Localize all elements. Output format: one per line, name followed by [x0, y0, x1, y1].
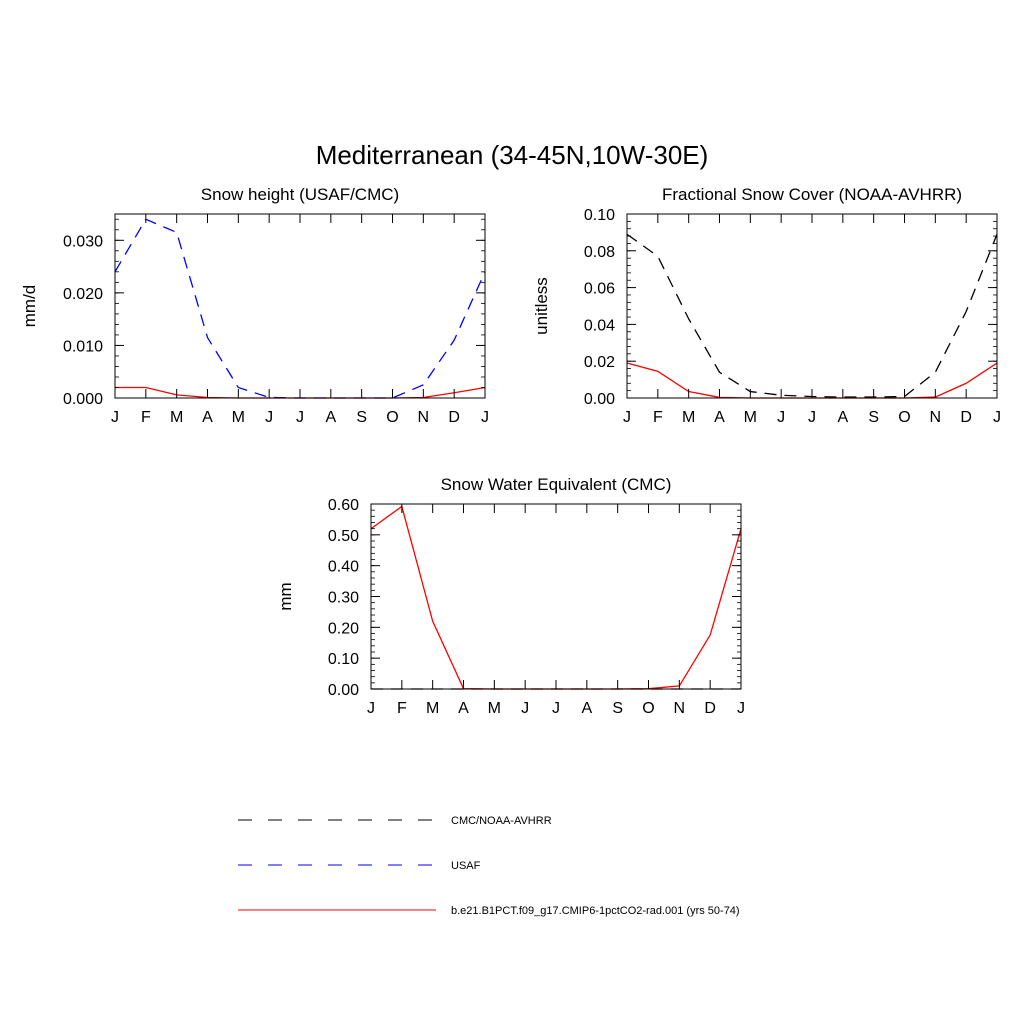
series-line-2 [370, 505, 742, 690]
x-tick-label: J [777, 409, 785, 426]
y-tick-label: 0.06 [584, 281, 615, 298]
x-tick-label: M [488, 700, 501, 717]
x-tick-label: A [837, 409, 848, 426]
figure-title: Mediterranean (34-45N,10W-30E) [316, 140, 709, 170]
x-tick-label: A [714, 409, 725, 426]
y-axis-label: mm/d [20, 285, 39, 328]
y-tick-label: 0.030 [63, 233, 103, 250]
x-tick-label: N [930, 409, 942, 426]
x-tick-label: J [993, 409, 1001, 426]
x-tick-label: J [265, 409, 273, 426]
x-tick-label: M [170, 409, 183, 426]
legend: CMC/NOAA-AVHRR USAF b.e21.B1PCT.f09_g17.CM… [238, 815, 740, 917]
chart-title: Snow Water Equivalent (CMC) [441, 475, 672, 494]
x-tick-label: F [397, 700, 407, 717]
y-tick-label: 0.60 [328, 497, 359, 514]
x-tick-label: J [737, 700, 745, 717]
y-tick-label: 0.00 [584, 391, 615, 408]
legend-label-2: USAF [451, 860, 481, 872]
y-tick-label: 0.20 [328, 620, 359, 637]
y-tick-label: 0.10 [584, 207, 615, 224]
x-tick-label: N [674, 700, 686, 717]
y-tick-label: 0.020 [63, 286, 103, 303]
x-tick-label: M [426, 700, 439, 717]
chart-panel-3: Snow Water Equivalent (CMC) mm J F M A M J J A S O N… [276, 475, 745, 717]
legend-label-1: CMC/NOAA-AVHRR [451, 815, 552, 827]
legend-label-3: b.e21.B1PCT.f09_g17.CMIP6-1pctCO2-rad.00… [451, 905, 740, 917]
x-tick-label: S [612, 700, 623, 717]
x-tick-label: M [232, 409, 245, 426]
y-tick-label: 0.04 [584, 317, 615, 334]
x-tick-label: J [111, 409, 119, 426]
x-tick-label: A [202, 409, 213, 426]
x-tick-label: S [356, 409, 367, 426]
x-tick-label: J [367, 700, 375, 717]
x-tick-label: D [704, 700, 716, 717]
y-tick-label: 0.02 [584, 354, 615, 371]
x-tick-label: N [418, 409, 430, 426]
y-tick-label: 0.00 [328, 682, 359, 699]
x-tick-label: S [868, 409, 879, 426]
x-tick-label: F [653, 409, 663, 426]
y-tick-label: 0.10 [328, 651, 359, 668]
x-tick-label: J [481, 409, 489, 426]
x-tick-label: J [521, 700, 529, 717]
y-axis-label: unitless [532, 277, 551, 335]
y-tick-label: 0.30 [328, 590, 359, 607]
chart-title: Fractional Snow Cover (NOAA-AVHRR) [662, 185, 962, 204]
x-tick-label: D [448, 409, 460, 426]
y-axis-label: mm [276, 582, 295, 610]
y-tick-label: 0.50 [328, 528, 359, 545]
x-tick-label: O [642, 700, 654, 717]
chart-title: Snow height (USAF/CMC) [201, 185, 399, 204]
plot-frame [114, 213, 486, 399]
x-tick-label: D [960, 409, 972, 426]
x-tick-label: O [386, 409, 398, 426]
y-tick-label: 0.40 [328, 559, 359, 576]
x-tick-label: F [141, 409, 151, 426]
chart-panels: Snow height (USAF/CMC)mm/dJ F M A M J J A S O N D J0… [20, 185, 1001, 717]
series-line-1 [626, 233, 998, 398]
x-tick-label: A [581, 700, 592, 717]
plot-frame [626, 213, 998, 399]
x-tick-label: J [808, 409, 816, 426]
x-tick-label: J [552, 700, 560, 717]
y-tick-label: 0.010 [63, 338, 103, 355]
x-tick-label: A [458, 700, 469, 717]
series-line-1 [114, 218, 486, 399]
chart-panel-1: Snow height (USAF/CMC)mm/dJ F M A M J J A S O N D J0… [20, 185, 489, 426]
x-tick-label: A [325, 409, 336, 426]
x-tick-label: J [623, 409, 631, 426]
x-tick-label: M [682, 409, 695, 426]
y-tick-label: 0.000 [63, 391, 103, 408]
x-tick-label: J [296, 409, 304, 426]
x-tick-label: M [744, 409, 757, 426]
x-tick-label: O [898, 409, 910, 426]
chart-panel-2: Fractional Snow Cover (NOAA-AVHRR) unitle… [532, 185, 1001, 426]
y-tick-label: 0.08 [584, 244, 615, 261]
